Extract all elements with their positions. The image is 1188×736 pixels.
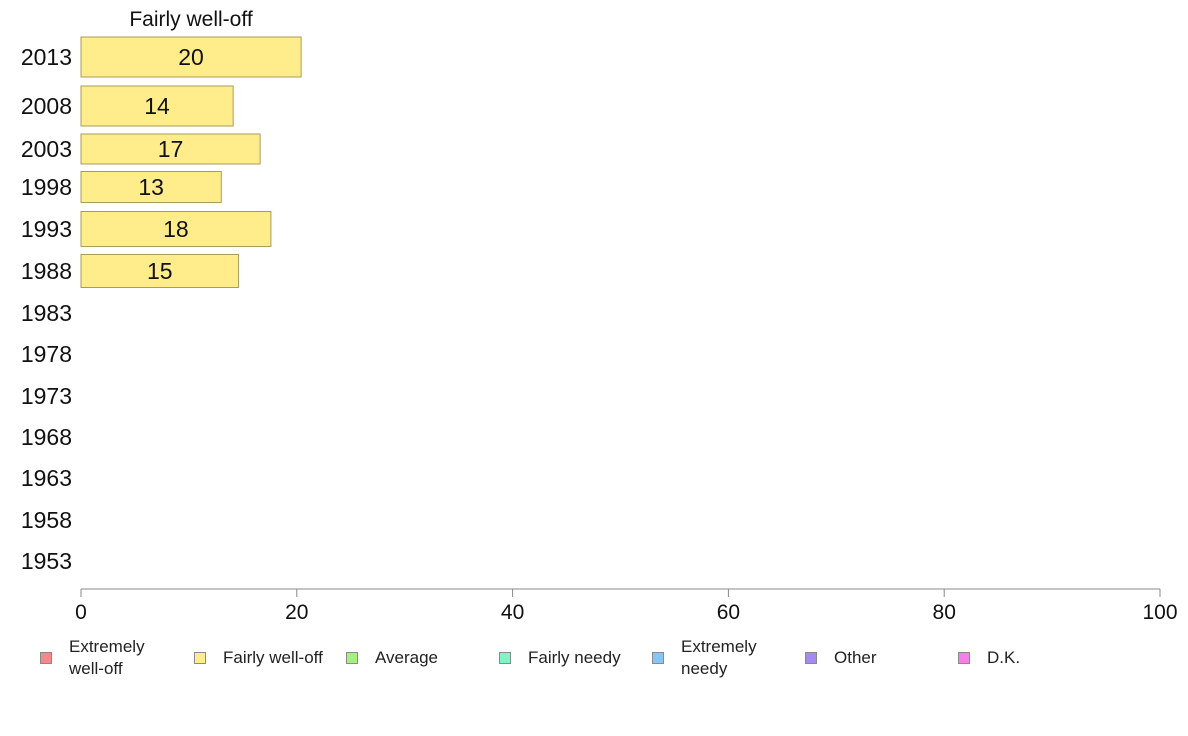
y-tick-label-1963: 1963 — [21, 465, 72, 491]
x-tick-label-100: 100 — [1142, 601, 1177, 624]
y-tick-label-1953: 1953 — [21, 548, 72, 574]
legend-swatch — [652, 652, 664, 664]
x-tick-label-80: 80 — [933, 601, 956, 624]
y-tick-label-2003: 2003 — [21, 136, 72, 162]
bar-value-label-2003: 17 — [158, 136, 184, 162]
legend-item: Other — [805, 636, 877, 680]
bar-value-label-1998: 13 — [138, 174, 164, 200]
y-tick-label-2013: 2013 — [21, 44, 72, 70]
legend: Extremely well-off Fairly well-off Average… — [0, 636, 1188, 686]
bar-value-label-1988: 15 — [147, 258, 173, 284]
y-tick-label-1958: 1958 — [21, 507, 72, 533]
legend-label: D.K. — [987, 648, 1021, 667]
legend-label: Average — [375, 648, 439, 667]
panel-title: Fairly well-off — [129, 8, 252, 31]
legend-item: Extremely well-off — [40, 636, 169, 680]
bar-value-label-2008: 14 — [144, 93, 170, 119]
y-tick-label-1968: 1968 — [21, 424, 72, 450]
bar-1988 — [80, 254, 240, 288]
x-axis: 0 20 40 60 80 100 — [75, 588, 1178, 624]
bar-2008 — [80, 85, 234, 127]
bar-value-label-1993: 18 — [163, 216, 189, 242]
y-tick-label-2008: 2008 — [21, 93, 72, 119]
bar-2003 — [80, 133, 261, 165]
legend-swatch — [346, 652, 358, 664]
x-tick-label-60: 60 — [717, 601, 740, 624]
legend-swatch — [194, 652, 206, 664]
legend-label: Fairly needy — [528, 648, 621, 667]
legend-item: Average — [346, 636, 438, 680]
y-tick-label-1993: 1993 — [21, 216, 72, 242]
legend-label: Extremely needy — [681, 637, 757, 678]
legend-item: Fairly needy — [499, 636, 621, 680]
legend-swatch — [499, 652, 511, 664]
legend-item: D.K. — [958, 636, 1020, 680]
bar-1998 — [80, 171, 222, 203]
y-tick-label-1973: 1973 — [21, 383, 72, 409]
y-axis-labels: 2013 2008 2003 1998 1993 1988 1983 1978 1973 1968… — [21, 44, 72, 574]
x-tick-label-0: 0 — [75, 601, 87, 624]
y-tick-label-1988: 1988 — [21, 258, 72, 284]
legend-label: Other — [834, 648, 877, 667]
y-tick-label-1983: 1983 — [21, 300, 72, 326]
legend-swatch — [958, 652, 970, 664]
x-tick-label-40: 40 — [501, 601, 524, 624]
y-tick-label-1978: 1978 — [21, 341, 72, 367]
legend-label: Extremely well-off — [69, 637, 145, 678]
legend-swatch — [805, 652, 817, 664]
legend-item: Fairly well-off — [194, 636, 323, 680]
bar-value-label-2013: 20 — [178, 44, 204, 70]
legend-swatch — [40, 652, 52, 664]
bar-2013 — [80, 36, 302, 78]
legend-label: Fairly well-off — [223, 648, 323, 667]
legend-item: Extremely needy — [652, 636, 781, 680]
y-tick-label-1998: 1998 — [21, 174, 72, 200]
bars-group: 20 14 17 13 18 15 — [80, 36, 302, 288]
x-tick-label-20: 20 — [285, 601, 308, 624]
bar-1993 — [80, 211, 272, 247]
